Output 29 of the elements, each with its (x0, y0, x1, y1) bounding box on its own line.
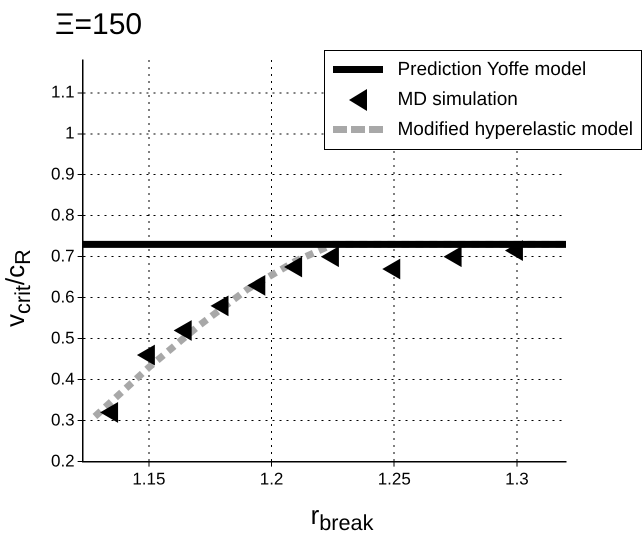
x-tick-label: 1.15 (132, 469, 166, 488)
point (382, 258, 400, 280)
point (137, 345, 155, 366)
chart-title: Ξ=150 (55, 8, 142, 42)
point (100, 402, 118, 422)
legend-label: Prediction Yoffe model (397, 59, 586, 81)
y-tick-label: 0.5 (50, 328, 75, 348)
x-tick-label: 1.3 (505, 469, 529, 488)
point (174, 320, 192, 340)
y-tick-label: 0.9 (50, 164, 75, 184)
legend-label: Modified hyperelastic model (397, 119, 633, 141)
x-axis-title: r$_{break}$ (310, 500, 374, 536)
y-tick-label: 0.2 (50, 451, 75, 470)
point (321, 246, 339, 267)
x-tick-label: 1.2 (260, 469, 284, 488)
y-tick-label: 0.3 (50, 410, 75, 430)
y-tick-label: 0.6 (50, 287, 75, 306)
point (444, 246, 462, 267)
point (248, 275, 266, 296)
y-tick-label: 1 (65, 123, 75, 142)
y-tick-label: 0.4 (50, 369, 75, 388)
legend-label: MD simulation (397, 89, 518, 111)
point (210, 296, 228, 316)
x-tick-label: 1.25 (378, 469, 411, 488)
y-tick-label: 1.1 (50, 82, 75, 102)
point (284, 256, 302, 277)
y-tick-label: 0.8 (50, 205, 75, 224)
point (505, 240, 523, 261)
y-tick-label: 0.7 (50, 246, 75, 266)
